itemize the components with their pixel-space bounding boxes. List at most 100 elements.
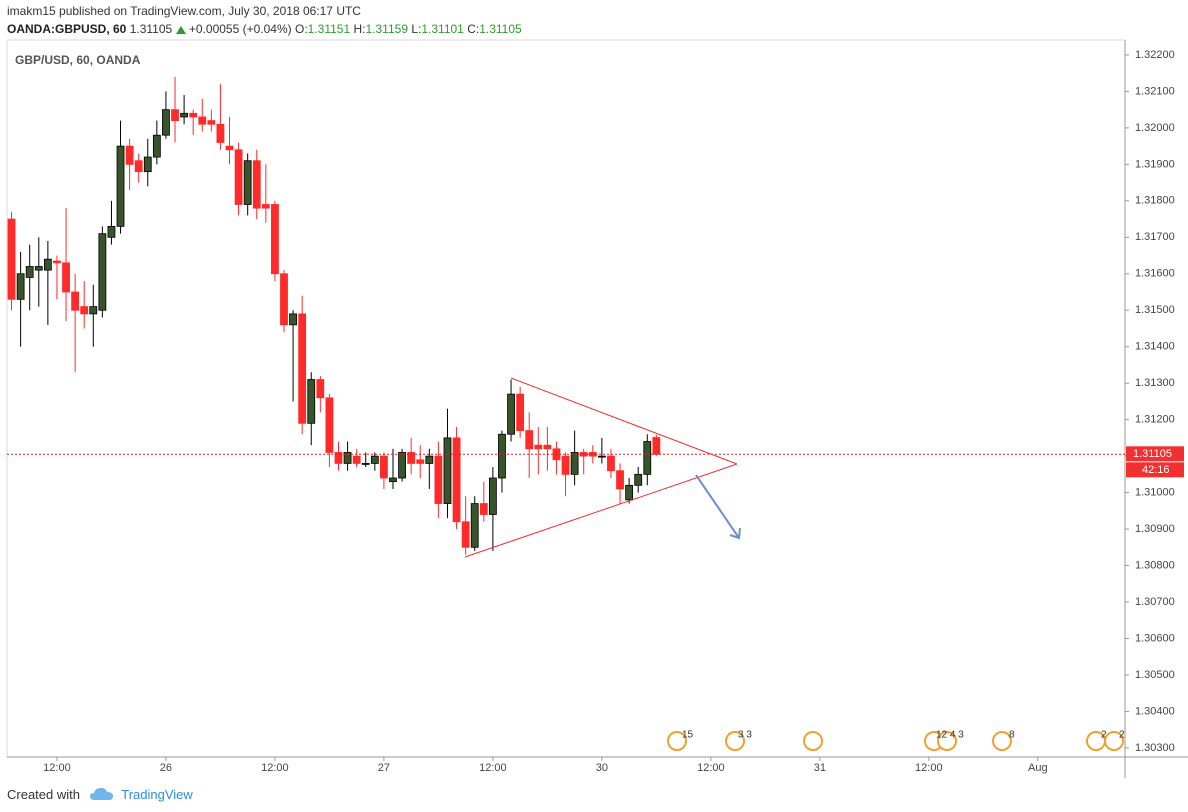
y-tick-label: 1.30300: [1135, 742, 1175, 754]
countdown-label: 42:16: [1142, 464, 1170, 476]
y-tick-label: 1.30700: [1135, 596, 1175, 608]
y-tick-label: 1.30800: [1135, 559, 1175, 571]
y-tick-label: 1.31500: [1135, 304, 1175, 316]
x-tick-label: 31: [814, 762, 826, 774]
candle-body: [207, 120, 216, 125]
event-count: 3 3: [738, 730, 752, 741]
candle-body: [243, 160, 252, 205]
triangle-lower: [464, 463, 738, 558]
events: 15 3 3 12 4 3 8 2 2: [667, 730, 1125, 751]
arrow-line: [695, 474, 740, 539]
y-tick-label: 1.31200: [1135, 414, 1175, 426]
x-tick-label: 12:00: [915, 762, 943, 774]
candle-body: [616, 470, 624, 490]
symbol-line: OANDA:GBPUSD, 60 1.31105 +0.00055 (+0.04…: [7, 22, 522, 36]
candle-body: [370, 455, 379, 464]
candle-body: [152, 134, 161, 158]
candle-body: [216, 123, 225, 143]
candle-body: [352, 455, 361, 464]
arrow-head: [729, 527, 741, 540]
x-tick-label: 27: [378, 762, 390, 774]
candle-body: [271, 204, 279, 275]
y-tick-label: 1.30900: [1135, 523, 1175, 535]
candle-body: [16, 273, 25, 300]
candles: [7, 76, 1125, 555]
candle-body: [189, 112, 198, 118]
candle-body: [534, 444, 543, 450]
candle-body: [316, 379, 325, 399]
candle-body: [34, 266, 43, 271]
candle-body: [252, 160, 261, 209]
candle-body: [280, 273, 288, 326]
footer: Created with TradingView: [7, 787, 193, 802]
y-tick-label: 1.30400: [1135, 705, 1175, 717]
change: +0.00055 (+0.04%): [188, 22, 292, 36]
candle-body: [461, 521, 470, 548]
ohlc-c: C:1.31105: [467, 22, 522, 36]
ohlc-label: O:: [294, 22, 308, 36]
candle-body: [498, 433, 506, 479]
y-tick-label: 1.31700: [1135, 231, 1175, 243]
ohlc-h: H:1.31159: [354, 22, 409, 36]
y-tick-label: 1.31300: [1135, 377, 1175, 389]
candle-body: [543, 444, 552, 450]
candle-body: [162, 109, 170, 136]
candle-body: [561, 455, 570, 475]
price: 1.31105: [129, 22, 173, 36]
candle-body: [134, 160, 143, 173]
ohlc-o: O:1.31151: [295, 22, 350, 36]
candle-body: [452, 437, 461, 523]
ohlc-value: 1.31151: [307, 22, 351, 36]
event-count: 12 4 3: [936, 730, 964, 741]
candle-body: [597, 455, 606, 458]
candle-body: [634, 473, 643, 486]
event-icon: [725, 731, 745, 751]
candle-body: [289, 313, 297, 326]
candle-body: [470, 503, 479, 548]
candle-body: [334, 452, 343, 464]
candle-body: [171, 109, 179, 121]
candle-body: [62, 262, 70, 293]
candle-body: [425, 455, 434, 464]
symbol: OANDA:GBPUSD, 60: [7, 22, 127, 36]
candle-body: [180, 112, 188, 118]
candle-body: [570, 452, 579, 475]
candle-body: [80, 306, 89, 315]
candle-body: [652, 437, 661, 455]
candle-body: [625, 484, 634, 501]
y-tick-label: 1.31600: [1135, 268, 1175, 280]
candle-body: [488, 477, 497, 515]
candle-body: [198, 116, 207, 125]
created-with: Created with: [7, 787, 80, 802]
candle-body: [125, 145, 134, 165]
candle-body: [53, 260, 61, 264]
event-icon: [937, 731, 957, 751]
y-tick-label: 1.30600: [1135, 632, 1175, 644]
candle-body: [525, 430, 534, 450]
candle-body: [398, 452, 406, 479]
y-tick-label: 1.32200: [1135, 49, 1175, 61]
candle-body: [298, 313, 307, 424]
ohlc-label: H:: [353, 22, 366, 36]
y-tick-label: 1.31800: [1135, 195, 1175, 207]
x-tick-label: 12:00: [261, 762, 289, 774]
candle-body: [643, 441, 652, 475]
event-icon: [1104, 731, 1124, 751]
x-tick-label: Aug: [1028, 762, 1048, 774]
event-count: 15: [682, 730, 694, 741]
event-count: 2: [1119, 730, 1125, 741]
brand: TradingView: [121, 787, 193, 802]
chart-title: GBP/USD, 60, OANDA: [15, 53, 141, 67]
y-tick-label: 1.32100: [1135, 85, 1175, 97]
candle-body: [607, 455, 615, 472]
candle-body: [225, 145, 234, 151]
candle-body: [116, 145, 125, 227]
published-line: imakm15 published on TradingView.com, Ju…: [7, 4, 361, 18]
candle-body: [325, 397, 334, 453]
candle-body: [389, 477, 397, 483]
event-icon: [667, 731, 687, 751]
logo: [89, 788, 113, 800]
ohlc-label: C:: [467, 22, 480, 36]
candle-body: [71, 291, 80, 311]
